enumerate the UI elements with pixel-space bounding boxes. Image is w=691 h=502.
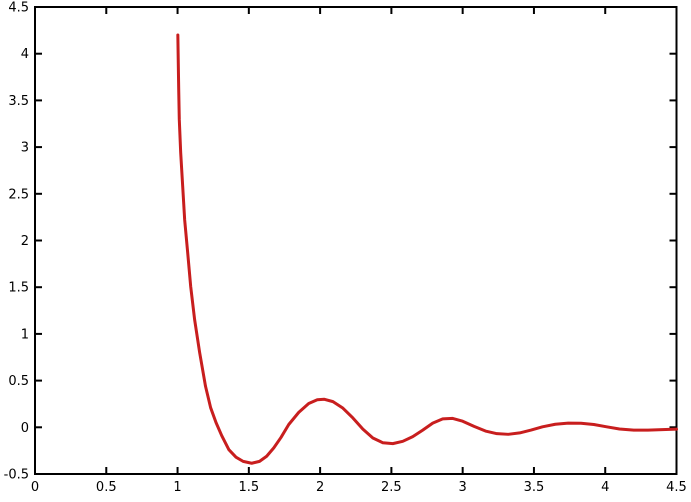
y-tick-label: 3.5 bbox=[8, 94, 29, 109]
data-curve bbox=[176, 33, 678, 465]
x-tick-label: 0 bbox=[31, 480, 39, 495]
x-tick-label: 1 bbox=[173, 480, 181, 495]
x-tick-label: 4 bbox=[601, 480, 609, 495]
y-tick-label: 2 bbox=[21, 234, 29, 249]
y-tick-label: 4 bbox=[21, 47, 29, 62]
y-tick-label: 4.5 bbox=[8, 1, 29, 16]
x-tick-label: 0.5 bbox=[96, 480, 117, 495]
y-tick-label: 0 bbox=[21, 421, 29, 436]
x-tick-label: 3 bbox=[459, 480, 467, 495]
y-tick-label: 1 bbox=[21, 327, 29, 342]
x-tick-label: 2 bbox=[316, 480, 324, 495]
x-tick-label: 1.5 bbox=[238, 480, 259, 495]
y-tick-label: -0.5 bbox=[4, 468, 29, 483]
y-tick-label: 0.5 bbox=[8, 374, 29, 389]
y-tick-label: 3 bbox=[21, 141, 29, 156]
plot-border bbox=[34, 6, 678, 475]
y-tick-label: 2.5 bbox=[8, 187, 29, 202]
x-tick-label: 2.5 bbox=[381, 480, 402, 495]
y-tick-label: 1.5 bbox=[8, 281, 29, 296]
x-tick-label: 4.5 bbox=[666, 480, 687, 495]
x-tick-label: 3.5 bbox=[524, 480, 545, 495]
